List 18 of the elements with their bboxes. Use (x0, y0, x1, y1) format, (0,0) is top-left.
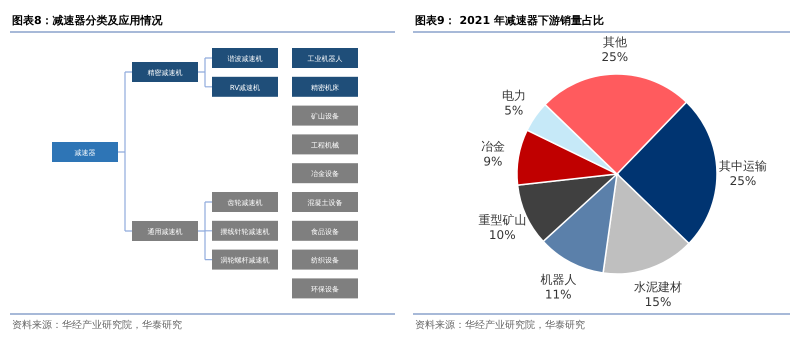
chart-title: 图表9： 2021 年减速器下游销量占比 (415, 14, 604, 27)
data-label: 9% (483, 154, 502, 169)
text: 图表8：减速器分类及应用情况 (12, 14, 164, 27)
data-label: 5% (504, 104, 524, 118)
data-label: 25% (730, 174, 756, 188)
slice-label: 其他 (602, 35, 627, 50)
data-label: 15% (644, 295, 672, 310)
data-label: 11% (544, 287, 572, 302)
data-label: 10% (488, 228, 516, 242)
slice-label: 水泥建材 (634, 280, 682, 294)
slice-label: 重型矿山 (478, 213, 526, 228)
slice-label: 机器人 (540, 272, 576, 286)
text: 资料来源：华经产业研究院，华泰研究 (415, 319, 585, 331)
slice-label: 其中运输 (718, 158, 767, 173)
data-label: 25% (601, 50, 628, 64)
text: 资料来源：华经产业研究院，华泰研究 (12, 319, 182, 331)
slice-label: 冶金 (480, 140, 505, 154)
slice-label: 电力 (502, 88, 526, 103)
